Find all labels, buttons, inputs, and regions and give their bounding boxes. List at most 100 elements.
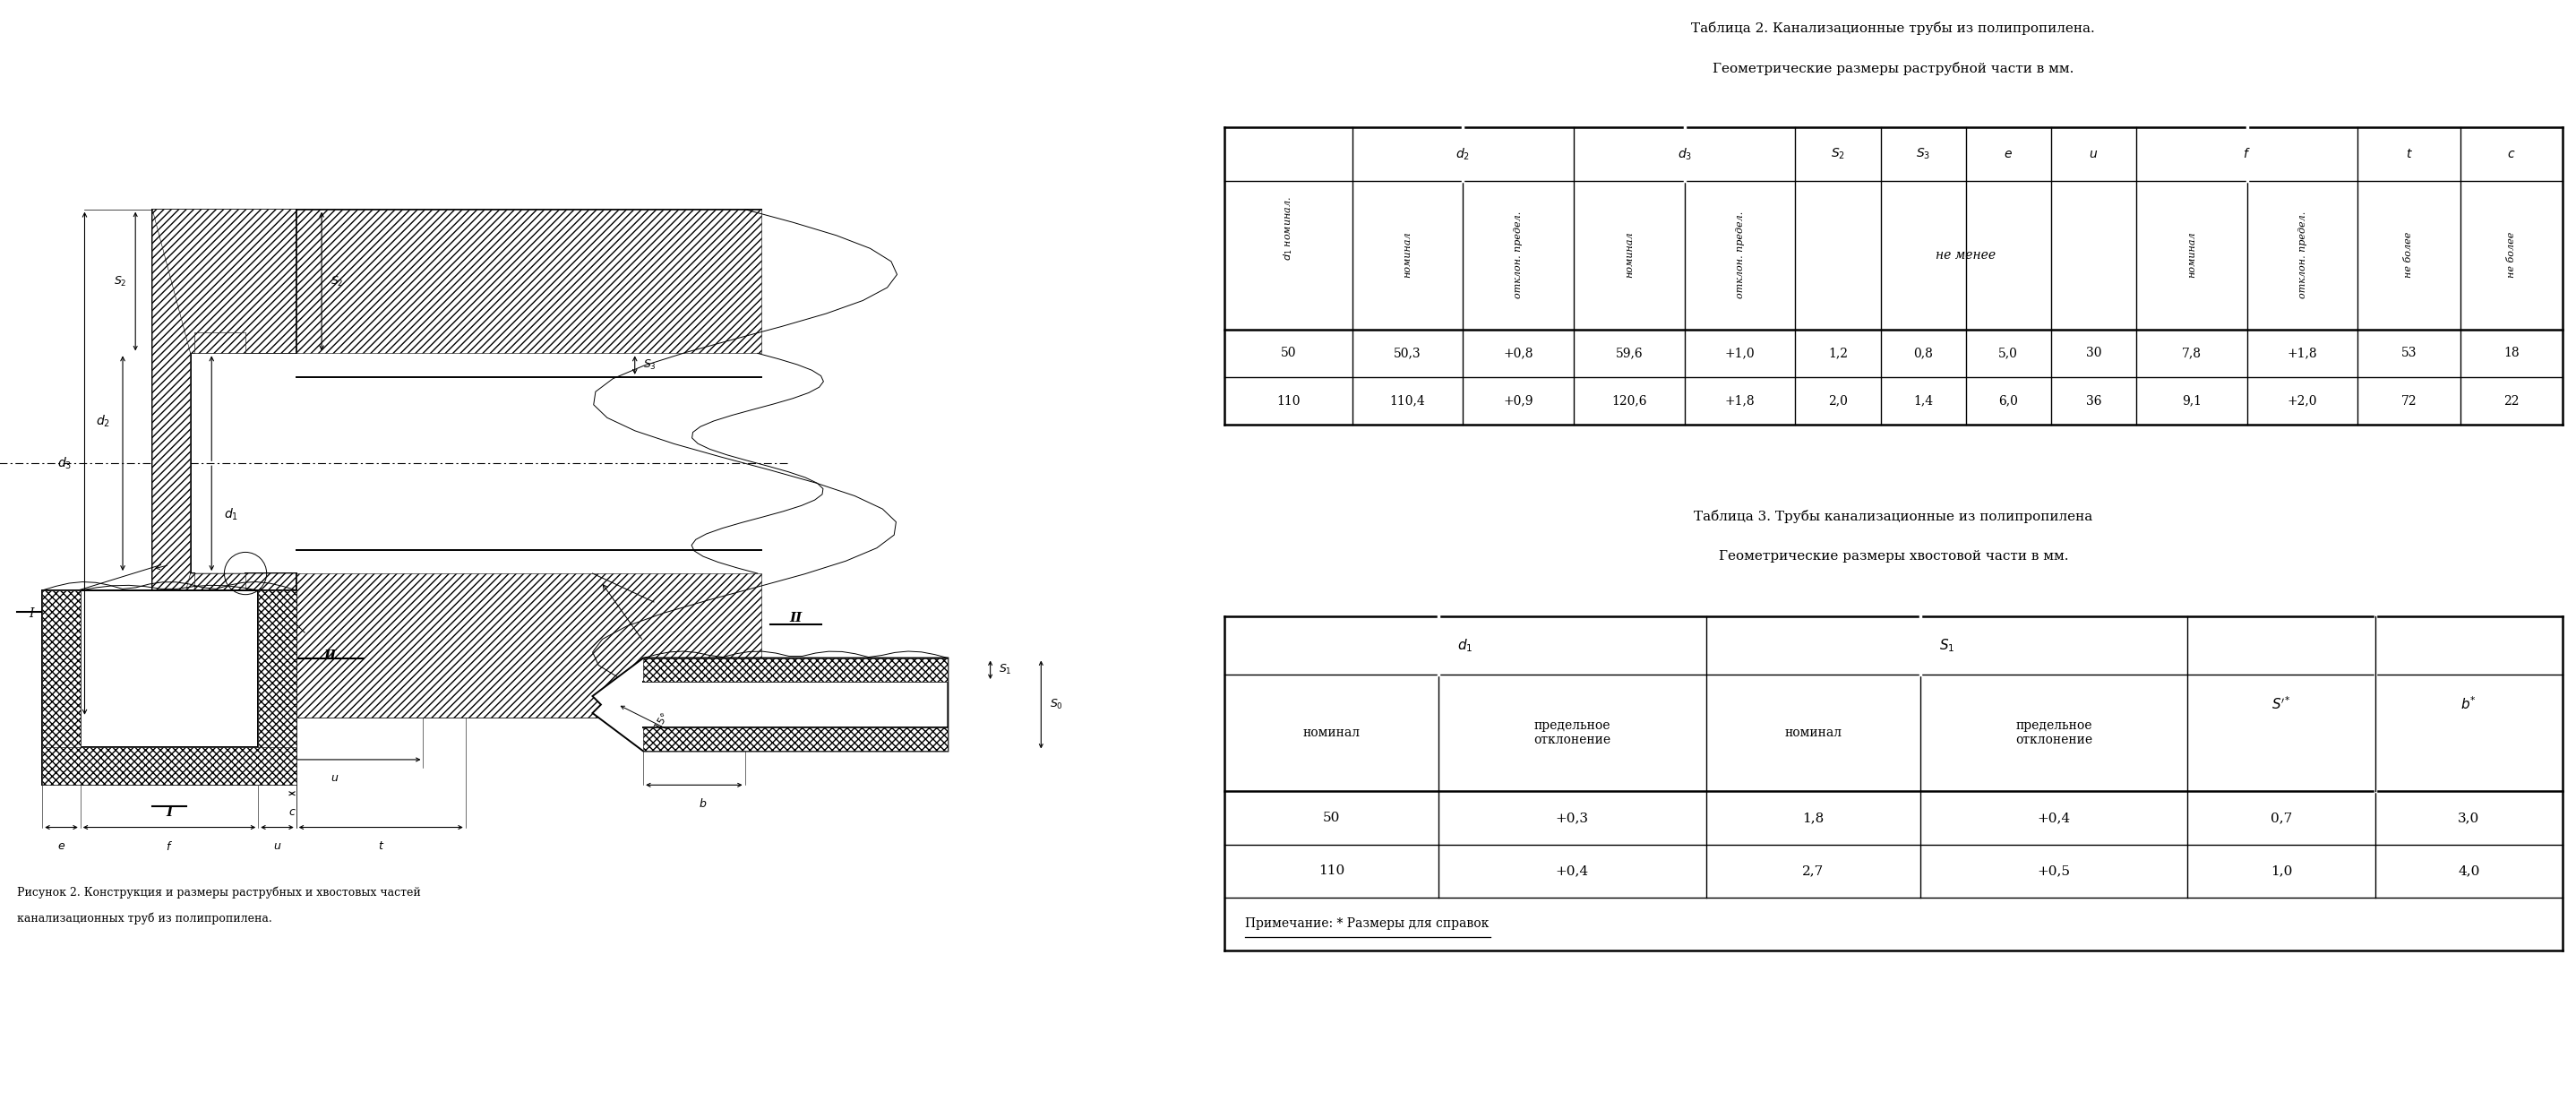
Text: 110: 110	[1278, 395, 1301, 407]
Text: $c$: $c$	[289, 806, 296, 818]
Text: $u$: $u$	[273, 840, 281, 852]
Text: не более: не более	[2506, 231, 2517, 278]
Text: номинал: номинал	[1404, 231, 1412, 278]
Text: $d_3$: $d_3$	[57, 455, 72, 471]
Text: 59,6: 59,6	[1615, 347, 1643, 359]
Text: 1,2: 1,2	[1829, 347, 1847, 359]
Text: 2,7: 2,7	[1803, 864, 1824, 878]
Polygon shape	[152, 209, 296, 247]
Text: I: I	[28, 607, 33, 619]
Bar	[41, 590, 80, 785]
Text: $S_1$: $S_1$	[1940, 637, 1955, 654]
Text: номинал: номинал	[1303, 727, 1360, 739]
Text: 3,0: 3,0	[2458, 812, 2481, 824]
Text: $15°$: $15°$	[652, 711, 670, 732]
Bar	[41, 590, 296, 785]
Polygon shape	[296, 574, 762, 718]
Text: 22: 22	[2504, 395, 2519, 407]
Text: 53: 53	[2401, 347, 2416, 359]
Polygon shape	[644, 659, 948, 682]
Text: $S_3$: $S_3$	[644, 359, 657, 372]
Text: предельное
отклонение: предельное отклонение	[2014, 719, 2092, 747]
Text: Таблица 2. Канализационные трубы из полипропилена.: Таблица 2. Канализационные трубы из поли…	[1692, 21, 2094, 35]
Text: $c$: $c$	[2506, 148, 2514, 160]
Text: не более: не более	[2403, 231, 2414, 278]
Text: номинал: номинал	[2187, 231, 2197, 278]
Text: $e$: $e$	[57, 840, 64, 852]
Text: $f$: $f$	[2244, 148, 2251, 161]
Text: канализационных труб из полипропилена.: канализационных труб из полипропилена.	[18, 912, 273, 925]
Text: +1,8: +1,8	[2287, 347, 2318, 359]
Text: $S_2$: $S_2$	[330, 275, 343, 288]
Polygon shape	[296, 209, 762, 353]
Text: $u$: $u$	[330, 773, 337, 784]
Text: $d_2$: $d_2$	[1455, 146, 1471, 162]
Text: +1,8: +1,8	[1726, 395, 1754, 407]
Text: 1,4: 1,4	[1914, 395, 1932, 407]
Text: $S_2$: $S_2$	[1832, 146, 1844, 161]
Text: отклон. предел.: отклон. предел.	[2298, 211, 2308, 299]
Bar	[258, 590, 296, 785]
Bar	[41, 747, 296, 785]
Text: +0,4: +0,4	[1556, 864, 1589, 878]
Polygon shape	[152, 209, 296, 353]
Text: 110,4: 110,4	[1391, 395, 1425, 407]
Text: $d_1$ номинал.: $d_1$ номинал.	[1283, 196, 1296, 260]
Text: $S_1$: $S_1$	[999, 663, 1012, 676]
Text: 1,8: 1,8	[1803, 812, 1824, 824]
Text: 50: 50	[1280, 347, 1296, 359]
Text: $S_0$: $S_0$	[1048, 698, 1064, 711]
Text: II: II	[788, 612, 801, 624]
Text: +0,8: +0,8	[1504, 347, 1533, 359]
Text: отклон. предел.: отклон. предел.	[1515, 211, 1522, 299]
Text: номинал: номинал	[1625, 231, 1633, 278]
Text: $t$: $t$	[2406, 148, 2414, 160]
Text: 36: 36	[2087, 395, 2102, 407]
Text: $f$: $f$	[165, 840, 173, 853]
Polygon shape	[196, 332, 245, 353]
Text: не менее: не менее	[1935, 248, 1996, 262]
Text: 50: 50	[1321, 812, 1340, 824]
Text: II: II	[325, 650, 337, 662]
Text: +0,3: +0,3	[1556, 812, 1589, 824]
Text: номинал: номинал	[1785, 727, 1842, 739]
Text: +2,0: +2,0	[2287, 395, 2318, 407]
Text: Геометрические размеры раструбной части в мм.: Геометрические размеры раструбной части …	[1713, 61, 2074, 75]
Text: Рисунок 2. Конструкция и размеры раструбных и хвостовых частей: Рисунок 2. Конструкция и размеры раструб…	[18, 887, 420, 899]
Text: +0,9: +0,9	[1504, 395, 1533, 407]
Text: Примечание: * Размеры для справок: Примечание: * Размеры для справок	[1244, 918, 1489, 930]
Text: отклон. предел.: отклон. предел.	[1736, 211, 1744, 299]
Text: $d_2$: $d_2$	[95, 414, 111, 429]
Text: 2,0: 2,0	[1829, 395, 1847, 407]
Text: $15°$: $15°$	[652, 659, 670, 669]
Text: $t$: $t$	[379, 840, 384, 852]
Polygon shape	[196, 574, 245, 595]
Text: 120,6: 120,6	[1613, 395, 1646, 407]
Text: 0,8: 0,8	[1914, 347, 1932, 359]
Text: $e$: $e$	[2004, 148, 2012, 160]
Text: $u$: $u$	[2089, 148, 2099, 160]
Text: 110: 110	[1319, 864, 1345, 878]
Polygon shape	[644, 728, 948, 751]
Text: $S_3$: $S_3$	[1917, 146, 1929, 161]
Text: I: I	[165, 806, 173, 818]
Text: $b^{*}$: $b^{*}$	[2460, 695, 2476, 712]
Polygon shape	[152, 680, 296, 718]
Text: 30: 30	[2087, 347, 2102, 359]
Text: 6,0: 6,0	[1999, 395, 2017, 407]
Text: предельное
отклонение: предельное отклонение	[1533, 719, 1610, 747]
Text: 5,0: 5,0	[1999, 347, 2017, 359]
Text: 18: 18	[2504, 347, 2519, 359]
Polygon shape	[152, 574, 296, 718]
Text: 50,3: 50,3	[1394, 347, 1422, 359]
Text: Геометрические размеры хвостовой части в мм.: Геометрические размеры хвостовой части в…	[1718, 550, 2069, 562]
Text: +0,5: +0,5	[2038, 864, 2071, 878]
Text: 72: 72	[2401, 395, 2416, 407]
Text: 4,0: 4,0	[2458, 864, 2481, 878]
Polygon shape	[152, 209, 191, 718]
Text: $d_3$: $d_3$	[1677, 146, 1692, 162]
Text: Таблица 3. Трубы канализационные из полипропилена: Таблица 3. Трубы канализационные из поли…	[1695, 510, 2092, 523]
Text: 0,7: 0,7	[2269, 812, 2293, 824]
Text: 9,1: 9,1	[2182, 395, 2202, 407]
Text: $S'^{*}$: $S'^{*}$	[2272, 695, 2290, 712]
